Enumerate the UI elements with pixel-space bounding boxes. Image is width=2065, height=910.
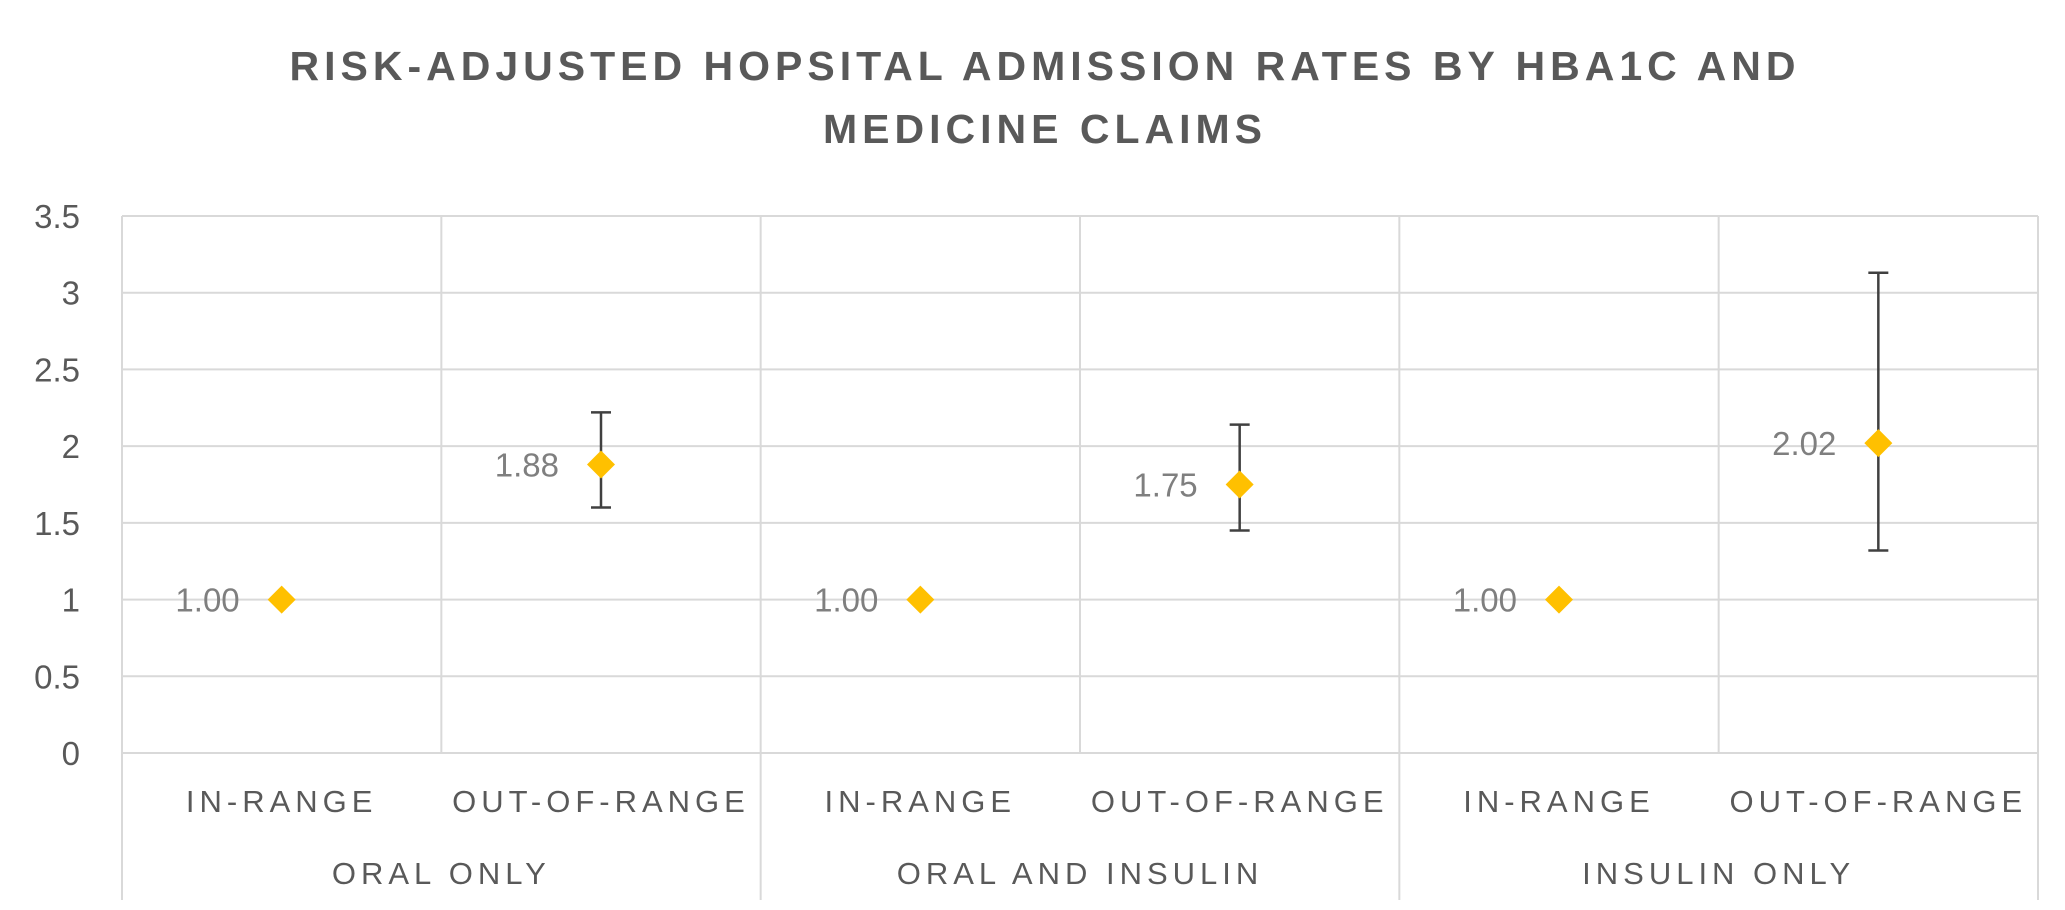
data-point-marker	[906, 585, 935, 614]
plot-area: 0 0.5 1 1.5 2 2.5 3 3.5 IN-RANGE OUT-OF-RANGE IN-R…	[34, 198, 2039, 900]
x-category-label: OUT-OF-RANGE	[1729, 784, 2027, 819]
y-tick-label: 1.5	[34, 505, 80, 542]
chart-title-line-2: MEDICINE CLAIMS	[823, 106, 1267, 152]
y-tick-label: 2.5	[34, 351, 80, 388]
x-category-label: IN-RANGE	[825, 784, 1017, 819]
data-label: 1.00	[814, 582, 878, 619]
x-category-label: OUT-OF-RANGE	[452, 784, 750, 819]
x-group-label: INSULIN ONLY	[1582, 856, 1855, 891]
x-group-label: ORAL AND INSULIN	[897, 856, 1264, 891]
data-point-marker	[1545, 585, 1573, 614]
y-tick-label: 0	[62, 735, 80, 772]
data-label: 1.88	[495, 447, 559, 484]
y-tick-label: 2	[62, 428, 80, 465]
x-category-label: OUT-OF-RANGE	[1091, 784, 1389, 819]
y-tick-label: 3.5	[34, 198, 80, 235]
chart-title: RISK-ADJUSTED HOPSITAL ADMISSION RATES B…	[290, 43, 1801, 152]
data-label: 2.02	[1772, 425, 1836, 462]
x-category-label: IN-RANGE	[1463, 784, 1655, 819]
x-category-label: IN-RANGE	[186, 784, 378, 819]
data-point-marker	[1864, 429, 1893, 458]
data-point-marker	[1225, 470, 1254, 499]
data-label: 1.75	[1133, 467, 1197, 504]
data-point-marker	[267, 585, 296, 614]
y-tick-label: 3	[62, 275, 80, 312]
data-label: 1.00	[175, 582, 239, 619]
chart-title-line-1: RISK-ADJUSTED HOPSITAL ADMISSION RATES B…	[290, 43, 1801, 89]
data-point-marker	[587, 450, 615, 479]
y-tick-label: 0.5	[34, 658, 80, 695]
x-group-label: ORAL ONLY	[332, 856, 551, 891]
data-label: 1.00	[1453, 582, 1517, 619]
y-tick-label: 1	[62, 582, 80, 619]
